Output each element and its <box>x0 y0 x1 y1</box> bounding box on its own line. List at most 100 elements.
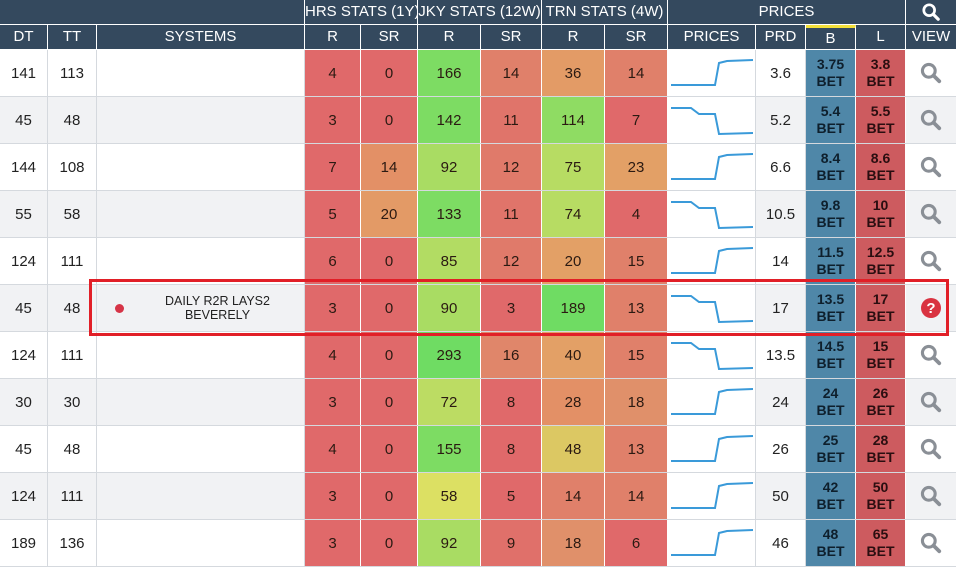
back-price: 42 <box>822 479 839 495</box>
cell-trn-sr: 7 <box>605 97 668 143</box>
lay-price-button[interactable]: 5.5 BET <box>856 97 906 143</box>
lay-price-button[interactable]: 28 BET <box>856 426 906 472</box>
lay-bet-label: BET <box>866 120 895 136</box>
col-b[interactable]: B <box>806 25 856 49</box>
cell-system <box>97 144 305 190</box>
cell-trn-r: 189 <box>542 285 605 331</box>
col-prd[interactable]: PRD <box>756 25 806 49</box>
table-row[interactable]: 141 113 4 0 166 14 36 14 3.6 3.75 BET 3.8 BET <box>0 50 956 97</box>
view-button[interactable] <box>906 97 956 143</box>
cell-hrs-sr: 0 <box>361 238 418 284</box>
back-price-button[interactable]: 48 BET <box>806 520 856 566</box>
cell-prd: 17 <box>756 285 806 331</box>
col-jky-sr[interactable]: SR <box>481 25 542 49</box>
back-price-button[interactable]: 3.75 BET <box>806 50 856 96</box>
back-bet-label: BET <box>816 73 845 89</box>
table-row[interactable]: 45 48 3 0 142 11 114 7 5.2 5.4 BET 5.5 BET <box>0 97 956 144</box>
table-row[interactable]: 45 48 DAILY R2R LAYS2 BEVERELY 3 0 90 3 189 13 17… <box>0 285 956 332</box>
table-row[interactable]: 124 111 4 0 293 16 40 15 13.5 14.5 BET 15 BET <box>0 332 956 379</box>
cell-jky-sr: 16 <box>481 332 542 378</box>
lay-price-button[interactable]: 26 BET <box>856 379 906 425</box>
back-price: 13.5 <box>816 291 845 307</box>
table-row[interactable]: 189 136 3 0 92 9 18 6 46 48 BET 65 BET <box>0 520 956 567</box>
cell-prd: 26 <box>756 426 806 472</box>
lay-price: 10 <box>872 197 889 213</box>
view-button[interactable] <box>906 332 956 378</box>
col-tt[interactable]: TT <box>48 25 97 49</box>
view-button[interactable] <box>906 144 956 190</box>
col-jky-r[interactable]: R <box>418 25 481 49</box>
cell-hrs-sr: 14 <box>361 144 418 190</box>
view-button[interactable]: ? <box>906 285 956 331</box>
col-hrs-sr[interactable]: SR <box>361 25 418 49</box>
svg-text:?: ? <box>926 300 935 317</box>
table-row[interactable]: 30 30 3 0 72 8 28 18 24 24 BET 26 BET <box>0 379 956 426</box>
lay-price: 50 <box>872 479 889 495</box>
cell-jky-sr: 12 <box>481 238 542 284</box>
view-button[interactable] <box>906 426 956 472</box>
view-button[interactable] <box>906 191 956 237</box>
col-l[interactable]: L <box>856 25 906 49</box>
table-row[interactable]: 124 111 3 0 58 5 14 14 50 42 BET 50 BET <box>0 473 956 520</box>
view-button[interactable] <box>906 50 956 96</box>
cell-hrs-sr: 20 <box>361 191 418 237</box>
back-price-button[interactable]: 24 BET <box>806 379 856 425</box>
view-button[interactable] <box>906 379 956 425</box>
lay-price-button[interactable]: 17 BET <box>856 285 906 331</box>
lay-price-button[interactable]: 65 BET <box>856 520 906 566</box>
back-price-button[interactable]: 8.4 BET <box>806 144 856 190</box>
table-row[interactable]: 55 58 5 20 133 11 74 4 10.5 9.8 BET 10 BET <box>0 191 956 238</box>
table-row[interactable]: 45 48 4 0 155 8 48 13 26 25 BET 28 BET <box>0 426 956 473</box>
header-prices: PRICES <box>668 0 906 24</box>
cell-system <box>97 50 305 96</box>
cell-tt: 58 <box>48 191 97 237</box>
cell-hrs-r: 4 <box>305 50 361 96</box>
lay-price-button[interactable]: 3.8 BET <box>856 50 906 96</box>
col-systems[interactable]: SYSTEMS <box>97 25 305 49</box>
lay-price-button[interactable]: 12.5 BET <box>856 238 906 284</box>
lay-bet-label: BET <box>866 73 895 89</box>
view-button[interactable] <box>906 473 956 519</box>
cell-system <box>97 97 305 143</box>
cell-trn-sr: 4 <box>605 191 668 237</box>
back-price-button[interactable]: 25 BET <box>806 426 856 472</box>
cell-dt: 45 <box>0 285 48 331</box>
cell-system: DAILY R2R LAYS2 BEVERELY <box>97 285 305 331</box>
cell-jky-r: 92 <box>418 144 481 190</box>
lay-bet-label: BET <box>866 543 895 559</box>
lay-price-button[interactable]: 10 BET <box>856 191 906 237</box>
back-price-button[interactable]: 42 BET <box>806 473 856 519</box>
back-price-button[interactable]: 5.4 BET <box>806 97 856 143</box>
cell-tt: 48 <box>48 426 97 472</box>
back-price-button[interactable]: 14.5 BET <box>806 332 856 378</box>
cell-dt: 124 <box>0 332 48 378</box>
col-hrs-r[interactable]: R <box>305 25 361 49</box>
col-prices[interactable]: PRICES <box>668 25 756 49</box>
back-price-button[interactable]: 9.8 BET <box>806 191 856 237</box>
back-price-button[interactable]: 13.5 BET <box>806 285 856 331</box>
cell-prd: 10.5 <box>756 191 806 237</box>
back-price-button[interactable]: 11.5 BET <box>806 238 856 284</box>
cell-prd: 50 <box>756 473 806 519</box>
lay-price-button[interactable]: 8.6 BET <box>856 144 906 190</box>
back-bet-label: BET <box>816 214 845 230</box>
cell-dt: 124 <box>0 473 48 519</box>
lay-price-button[interactable]: 15 BET <box>856 332 906 378</box>
cell-jky-r: 166 <box>418 50 481 96</box>
col-trn-sr[interactable]: SR <box>605 25 668 49</box>
header-search-button[interactable] <box>906 0 956 24</box>
view-button[interactable] <box>906 238 956 284</box>
col-dt[interactable]: DT <box>0 25 48 49</box>
table-row[interactable]: 124 111 6 0 85 12 20 15 14 11.5 BET 12.5 BET <box>0 238 956 285</box>
lay-price-button[interactable]: 50 BET <box>856 473 906 519</box>
cell-jky-r: 90 <box>418 285 481 331</box>
cell-jky-sr: 5 <box>481 473 542 519</box>
cell-system <box>97 426 305 472</box>
cell-trn-r: 74 <box>542 191 605 237</box>
view-button[interactable] <box>906 520 956 566</box>
system-name[interactable]: DAILY R2R LAYS2 BEVERELY <box>165 294 270 322</box>
col-trn-r[interactable]: R <box>542 25 605 49</box>
cell-hrs-sr: 0 <box>361 285 418 331</box>
table-row[interactable]: 144 108 7 14 92 12 75 23 6.6 8.4 BET 8.6 BET <box>0 144 956 191</box>
cell-dt: 144 <box>0 144 48 190</box>
